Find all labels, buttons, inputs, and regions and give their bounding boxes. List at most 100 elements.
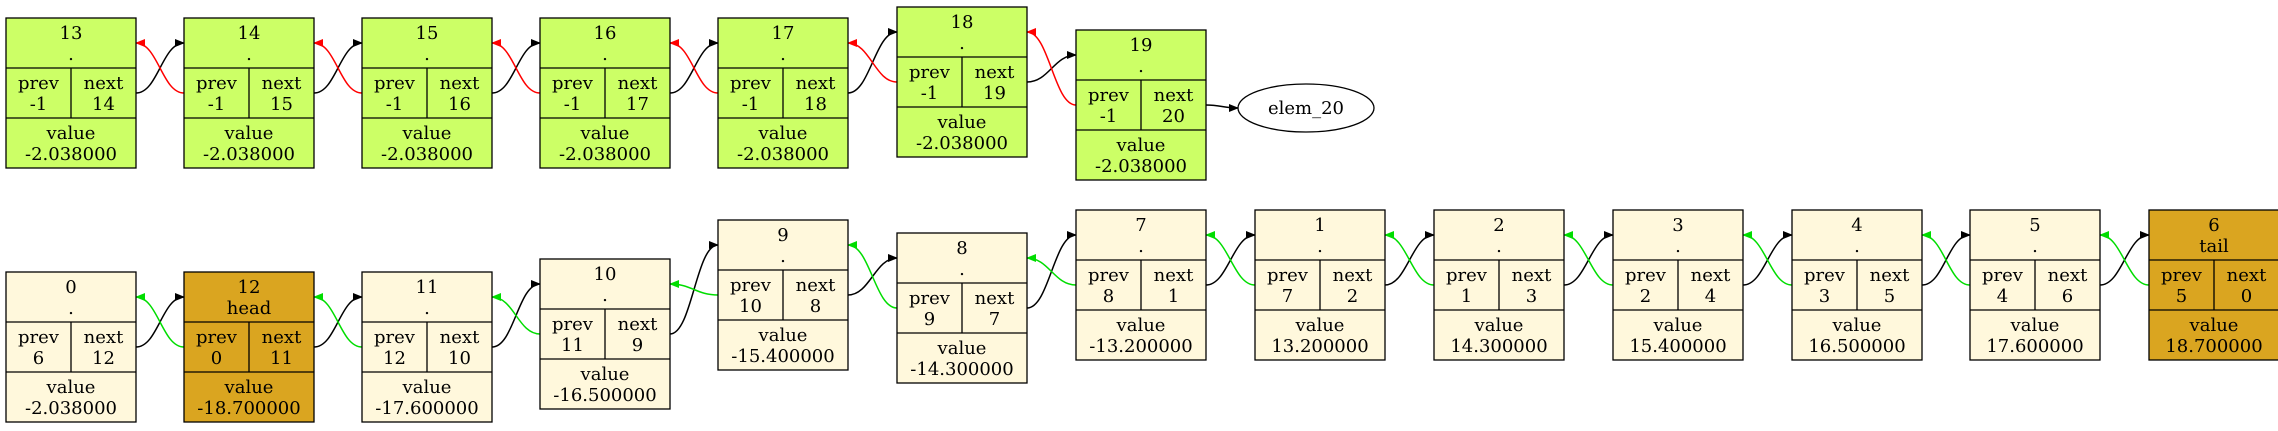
prev-field-label: prev: [18, 327, 60, 348]
node-label: .: [424, 298, 430, 319]
node-label: .: [246, 44, 252, 65]
prev-edge-11-to-12: [313, 293, 363, 348]
terminal-label: elem_20: [1268, 98, 1344, 119]
prev-edge-5-to-4: [1921, 231, 1971, 286]
value-field-label: value: [46, 123, 96, 144]
prev-field-label: prev: [1804, 265, 1846, 286]
prev-field-label: prev: [374, 73, 416, 94]
value-field-label: value: [758, 123, 808, 144]
node-value: -2.038000: [916, 133, 1008, 154]
next-value: 11: [270, 348, 293, 369]
next-value: 8: [810, 296, 821, 317]
next-value: 15: [270, 94, 293, 115]
next-field-label: next: [1512, 265, 1552, 286]
prev-field-label: prev: [18, 73, 60, 94]
next-value: 2: [1347, 286, 1358, 307]
next-field-label: next: [618, 73, 658, 94]
prev-edge-3-to-2: [1563, 231, 1614, 286]
value-field-label: value: [1832, 315, 1882, 336]
node-index: 4: [1851, 215, 1862, 236]
node-label: .: [602, 44, 608, 65]
node-label: .: [1138, 236, 1144, 257]
value-field-label: value: [937, 338, 987, 359]
node-label: .: [1675, 236, 1681, 257]
prev-field-label: prev: [730, 73, 772, 94]
prev-value: -1: [1100, 106, 1118, 127]
prev-edge-18-to-17: [847, 39, 898, 83]
node-value: -15.400000: [731, 346, 834, 367]
value-field-label: value: [2010, 315, 2060, 336]
node-label: .: [68, 44, 74, 65]
node-index: 18: [951, 12, 974, 33]
next-value: 1: [1168, 286, 1179, 307]
value-field-label: value: [402, 377, 452, 398]
node-index: 12: [238, 277, 261, 298]
prev-edge-12-to-0: [135, 293, 185, 348]
node-value: -2.038000: [737, 144, 829, 165]
next-value: 6: [2062, 286, 2073, 307]
next-value: 12: [92, 348, 115, 369]
next-field-label: next: [84, 327, 124, 348]
node-index: 2: [1493, 215, 1504, 236]
node-value: 13.200000: [1271, 336, 1368, 357]
value-field-label: value: [46, 377, 96, 398]
next-value: 9: [632, 335, 643, 356]
next-field-label: next: [975, 62, 1015, 83]
next-field-label: next: [262, 327, 302, 348]
node-value: 14.300000: [1450, 336, 1547, 357]
prev-edge-6-to-5: [2099, 231, 2150, 286]
node-label: .: [1854, 236, 1860, 257]
value-field-label: value: [224, 377, 274, 398]
next-value: 10: [448, 348, 471, 369]
node-value: -13.200000: [1089, 336, 1192, 357]
next-edge-19-to-elem_20: [1205, 103, 1239, 112]
prev-edge-1-to-7: [1205, 231, 1256, 286]
next-field-label: next: [796, 275, 836, 296]
node-value: -14.300000: [910, 359, 1013, 380]
terminal-ellipse: [1237, 83, 1375, 133]
node-value: 16.500000: [1808, 336, 1905, 357]
next-field-label: next: [84, 73, 124, 94]
node-label: .: [1317, 236, 1323, 257]
node-index: 17: [772, 23, 795, 44]
prev-value: 7: [1282, 286, 1293, 307]
prev-edge-10-to-11: [491, 293, 541, 335]
value-field-label: value: [937, 112, 987, 133]
value-field-label: value: [1116, 135, 1166, 156]
prev-edge-19-to-18: [1026, 28, 1077, 106]
next-field-label: next: [262, 73, 302, 94]
prev-field-label: prev: [1625, 265, 1667, 286]
node-index: 6: [2208, 215, 2219, 236]
node-value: -16.500000: [553, 385, 656, 406]
value-field-label: value: [580, 364, 630, 385]
prev-edge-17-to-16: [669, 39, 719, 94]
prev-field-label: prev: [2161, 265, 2203, 286]
value-field-label: value: [402, 123, 452, 144]
node-value: -2.038000: [1095, 156, 1187, 177]
prev-value: -1: [208, 94, 226, 115]
node-index: 3: [1672, 215, 1683, 236]
next-value: 4: [1705, 286, 1716, 307]
prev-edge-15-to-14: [313, 39, 363, 94]
node-label: .: [424, 44, 430, 65]
next-field-label: next: [1333, 265, 1373, 286]
nodes-layer: 13.prev-1next14value-2.03800014.prev-1ne…: [5, 6, 2278, 423]
next-field-label: next: [1154, 85, 1194, 106]
node-label: .: [959, 259, 965, 280]
prev-edge-8-to-9: [847, 241, 898, 309]
node-value: -2.038000: [203, 144, 295, 165]
prev-field-label: prev: [1446, 265, 1488, 286]
next-field-label: next: [618, 314, 658, 335]
prev-value: -1: [921, 83, 939, 104]
